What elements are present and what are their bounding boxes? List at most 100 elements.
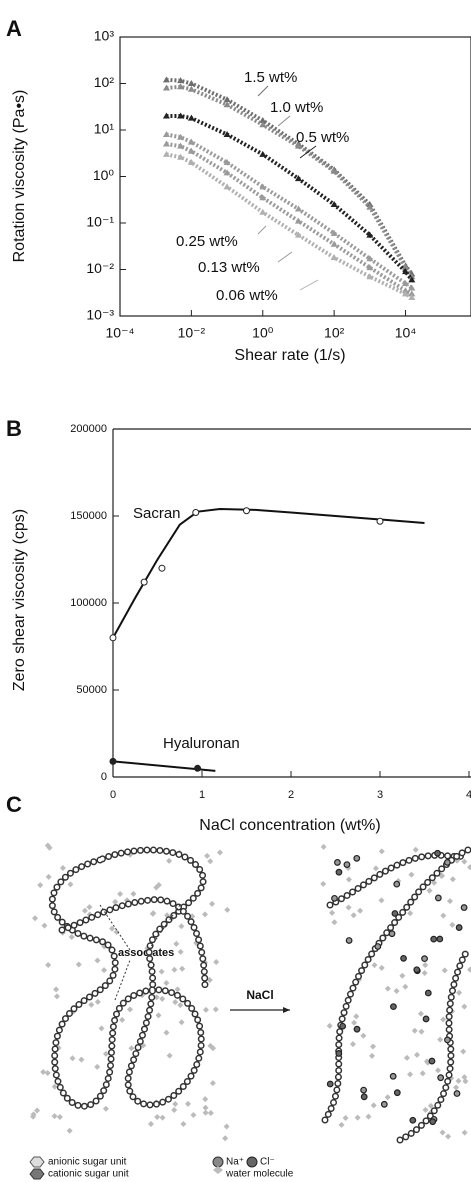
water-molecule — [461, 1074, 468, 1081]
legend-text: anionic sugar unit — [48, 1157, 127, 1168]
water-molecule — [78, 1056, 85, 1063]
x-tick-label: 3 — [377, 789, 383, 801]
marker — [366, 273, 374, 280]
water-molecule — [370, 1043, 377, 1050]
leader-line — [277, 251, 293, 263]
water-molecule — [449, 921, 456, 928]
water-molecule — [177, 1002, 184, 1009]
water-molecule — [98, 1025, 105, 1032]
marker — [408, 273, 416, 280]
marker — [330, 167, 338, 174]
water-molecule — [456, 989, 463, 996]
water-molecule — [119, 1016, 126, 1023]
ion — [421, 955, 428, 963]
marker — [187, 138, 195, 145]
ion — [391, 910, 399, 917]
leader-line — [257, 85, 269, 97]
water-molecule — [202, 1006, 209, 1013]
water-molecule — [345, 904, 352, 911]
series-line — [166, 77, 414, 276]
water-molecule — [435, 1067, 442, 1074]
ion — [422, 1015, 430, 1023]
water-molecule — [223, 1123, 230, 1130]
water-molecule — [163, 980, 170, 987]
ion — [443, 859, 451, 866]
water-molecule — [204, 852, 211, 859]
marker — [259, 183, 267, 190]
water-molecule — [207, 1042, 214, 1049]
ion — [434, 894, 442, 902]
water-molecule — [40, 1068, 47, 1075]
leader-line — [299, 145, 317, 159]
marker — [330, 200, 338, 207]
series-line — [166, 114, 414, 282]
y-tick-label: 10⁻² — [86, 260, 114, 276]
water-molecule — [75, 961, 82, 968]
marker — [187, 85, 195, 92]
marker — [187, 159, 195, 166]
ion — [390, 1003, 397, 1011]
y-tick-label: 100000 — [70, 597, 107, 609]
water-molecule — [213, 959, 220, 966]
y-tick-label: 10² — [94, 74, 115, 90]
marker — [294, 217, 302, 224]
water-molecule — [94, 1063, 101, 1070]
marker — [177, 83, 185, 90]
marker — [402, 290, 410, 297]
water-molecule — [462, 1078, 469, 1085]
marker — [162, 140, 170, 147]
diagram: associates NaCl anionic sugar unit catio… — [29, 842, 471, 1180]
fit-line — [112, 508, 425, 639]
ion — [334, 859, 341, 866]
water-molecule — [422, 961, 429, 968]
marker — [177, 153, 185, 160]
water-molecule — [37, 882, 44, 889]
water-molecule — [56, 1113, 63, 1120]
water-molecule — [447, 898, 454, 905]
water-molecule — [320, 880, 327, 887]
marker — [223, 131, 231, 138]
water-molecule — [171, 966, 178, 973]
ion — [453, 1090, 461, 1097]
x-tick-label: 10⁻⁴ — [106, 325, 135, 341]
x-tick-label: 4 — [466, 789, 471, 801]
water-molecule — [88, 1001, 95, 1008]
x-tick-label: 1 — [199, 789, 205, 801]
water-molecule — [69, 1055, 76, 1062]
marker — [259, 121, 267, 128]
water-molecule — [467, 966, 471, 973]
y-tick-label: 10¹ — [94, 121, 115, 137]
marker — [366, 203, 374, 210]
water-molecule — [403, 1054, 410, 1061]
water-molecule — [224, 906, 231, 913]
marker — [366, 231, 374, 238]
water-molecule — [370, 1102, 377, 1109]
x-tick-label: 10⁰ — [252, 325, 274, 341]
y-tick-label: 10⁻¹ — [86, 214, 114, 230]
water-molecule — [94, 998, 101, 1005]
panel-label: C — [6, 792, 22, 817]
water-molecule — [357, 907, 364, 914]
marker — [162, 150, 170, 157]
y-tick-label: 10³ — [94, 28, 115, 44]
association — [114, 959, 131, 1001]
water-molecule — [440, 912, 447, 919]
ion — [380, 1100, 388, 1108]
water-molecule — [378, 897, 385, 904]
ion — [360, 1093, 368, 1101]
marker — [294, 142, 302, 149]
water-molecule — [461, 1003, 468, 1010]
water-molecule — [372, 865, 379, 872]
water-molecule — [112, 898, 119, 905]
water-molecule — [338, 1121, 345, 1128]
marker — [223, 183, 231, 190]
water-molecule — [166, 1052, 173, 1059]
y-tick-label: 200000 — [70, 423, 107, 435]
ion — [393, 1089, 401, 1097]
water-molecule — [59, 864, 66, 871]
marker — [402, 287, 410, 294]
water-molecule — [189, 913, 196, 920]
marker — [402, 268, 410, 275]
water-molecule — [329, 909, 336, 916]
